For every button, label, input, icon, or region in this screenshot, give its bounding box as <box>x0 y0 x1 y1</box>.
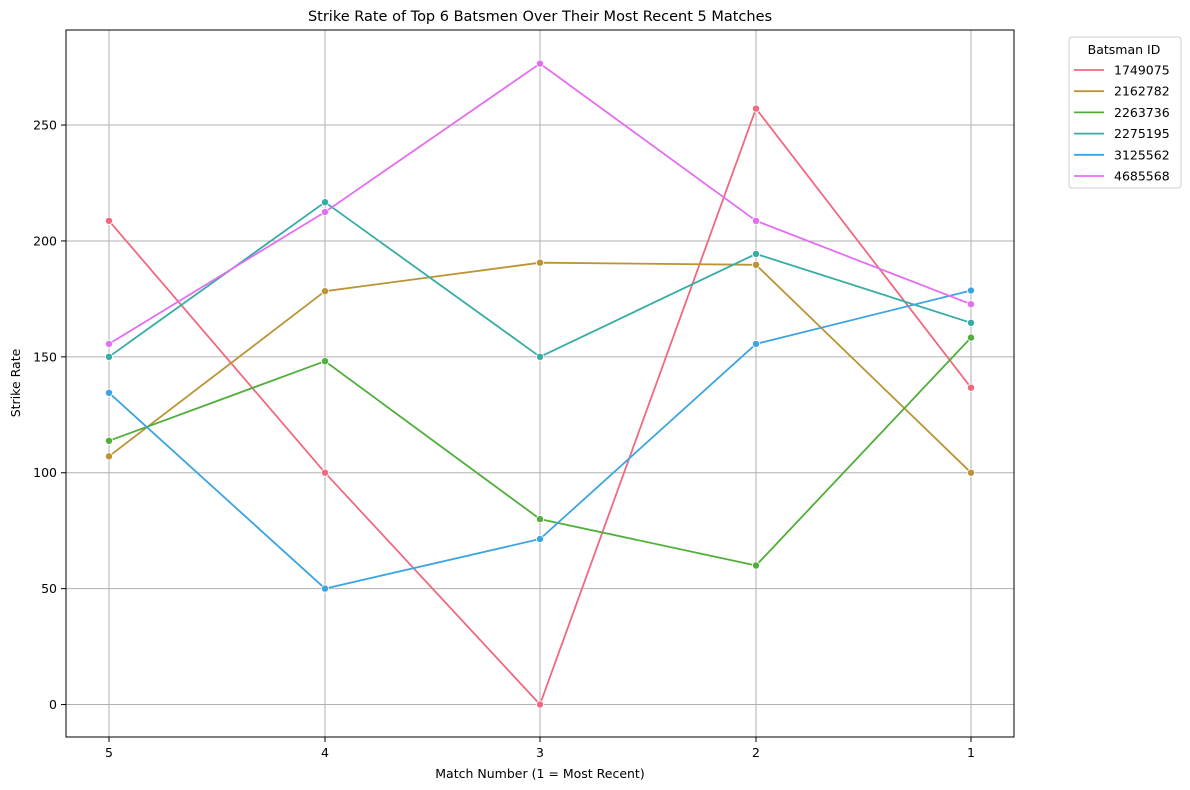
series-1749075 <box>105 104 976 709</box>
legend-label: 2263736 <box>1114 105 1170 120</box>
data-point <box>967 318 976 327</box>
legend-item: 2275195 <box>1074 126 1170 141</box>
chart-title: Strike Rate of Top 6 Batsmen Over Their … <box>308 9 772 25</box>
series-2275195 <box>105 198 976 361</box>
data-point <box>105 452 114 461</box>
data-point <box>536 535 545 544</box>
legend-label: 2162782 <box>1114 84 1170 99</box>
y-tick-label: 200 <box>33 233 57 248</box>
y-axis-ticks: 0 50 100 150 200 250 <box>33 118 66 712</box>
x-axis-label: Match Number (1 = Most Recent) <box>435 766 644 781</box>
legend-label: 4685568 <box>1114 169 1170 184</box>
legend-item: 2263736 <box>1074 105 1170 120</box>
data-point <box>536 700 545 709</box>
x-tick-label: 2 <box>752 745 760 760</box>
data-point <box>320 468 329 477</box>
legend-label: 1749075 <box>1114 63 1170 78</box>
data-point <box>752 249 761 258</box>
series-2162782 <box>105 258 976 477</box>
data-point <box>752 260 761 269</box>
data-point <box>752 339 761 348</box>
x-tick-label: 5 <box>105 745 113 760</box>
data-point <box>320 357 329 366</box>
data-point <box>320 198 329 207</box>
data-point <box>320 207 329 216</box>
legend-items: 1749075 2162782 2263736 2275195 3125562 46855… <box>1074 63 1170 184</box>
legend-label: 3125562 <box>1114 147 1170 162</box>
y-tick-label: 50 <box>41 581 57 596</box>
data-point <box>105 352 114 361</box>
grid-lines <box>66 30 1014 737</box>
data-point <box>105 216 114 225</box>
legend-label: 2275195 <box>1114 126 1170 141</box>
x-tick-label: 3 <box>536 745 544 760</box>
series-4685568 <box>105 59 976 348</box>
legend-item: 3125562 <box>1074 147 1170 162</box>
y-tick-label: 250 <box>33 118 57 133</box>
data-point <box>967 383 976 392</box>
series-lines <box>105 59 976 709</box>
data-point <box>536 59 545 68</box>
data-point <box>967 300 976 309</box>
legend: Batsman ID 1749075 2162782 2263736 2275195 3… <box>1068 36 1182 189</box>
data-point <box>752 104 761 113</box>
legend-item: 2162782 <box>1074 84 1170 99</box>
data-point <box>105 339 114 348</box>
data-point <box>536 258 545 267</box>
y-tick-label: 0 <box>49 697 57 712</box>
x-axis-ticks: 5 4 3 2 1 <box>105 737 975 760</box>
data-point <box>320 287 329 296</box>
legend-item: 1749075 <box>1074 63 1170 78</box>
legend-title: Batsman ID <box>1088 42 1161 57</box>
series-2263736 <box>105 333 976 570</box>
data-point <box>105 388 114 397</box>
y-axis-label: Strike Rate <box>8 348 23 417</box>
series-3125562 <box>105 286 976 593</box>
data-point <box>967 286 976 295</box>
data-point <box>967 468 976 477</box>
y-tick-label: 150 <box>33 349 57 364</box>
data-point <box>536 352 545 361</box>
data-point <box>320 584 329 593</box>
data-point <box>536 515 545 524</box>
data-point <box>967 333 976 342</box>
legend-frame <box>1068 36 1182 189</box>
data-point <box>752 216 761 225</box>
data-point <box>752 561 761 570</box>
x-tick-label: 1 <box>967 745 975 760</box>
legend-item: 4685568 <box>1074 169 1170 184</box>
x-tick-label: 4 <box>321 745 329 760</box>
data-point <box>105 436 114 445</box>
y-tick-label: 100 <box>33 465 57 480</box>
